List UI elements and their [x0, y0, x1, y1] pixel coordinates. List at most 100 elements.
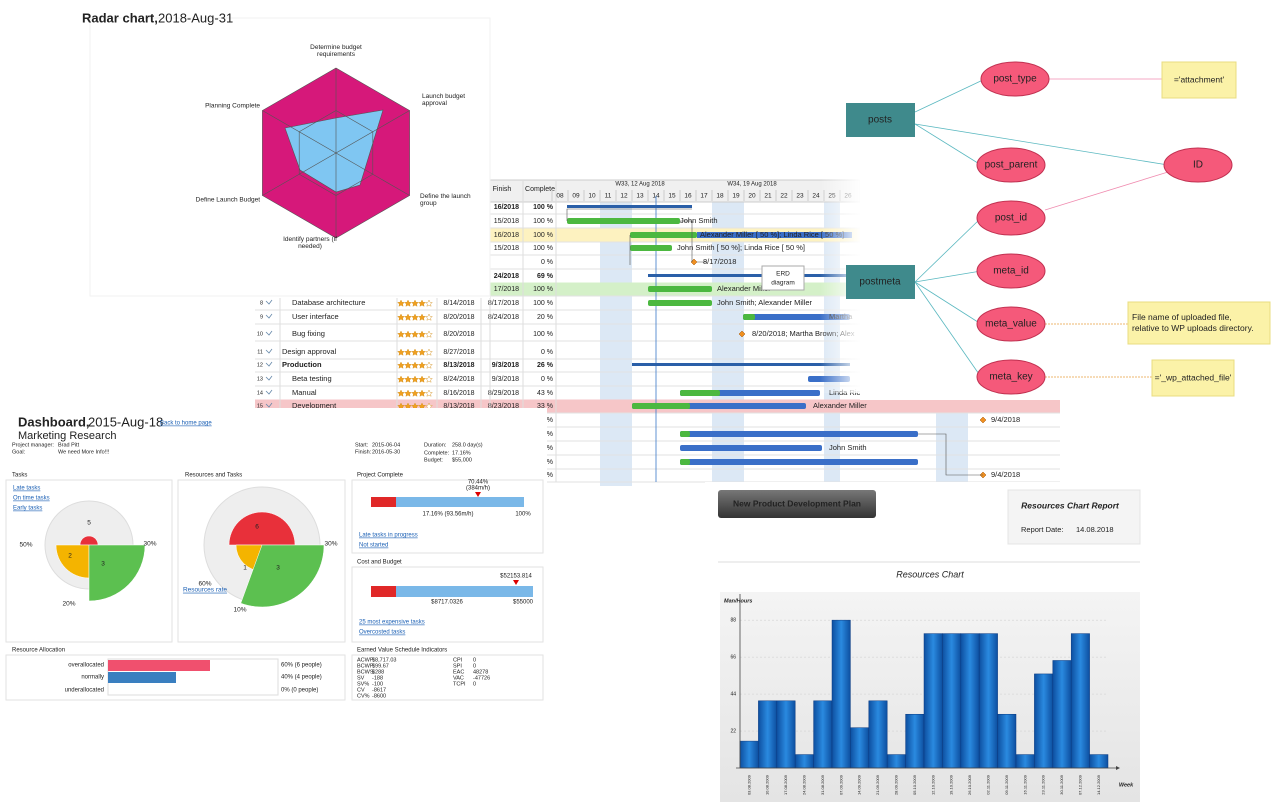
task-name: User interface — [292, 312, 339, 321]
bar — [1089, 754, 1109, 769]
info-label: Project manager: — [12, 442, 54, 448]
week-label: W33, 12 Aug 2018 — [615, 182, 665, 188]
note-text: ='_wp_attached_file' — [1155, 372, 1232, 382]
task-link[interactable]: Early tasks — [13, 506, 42, 512]
bar — [1052, 660, 1072, 769]
x-axis-label: Week — [1119, 782, 1134, 788]
day-label: 21 — [764, 193, 772, 200]
star — [411, 361, 419, 369]
x-tick-label: 07.12.2009 — [1077, 774, 1082, 795]
x-tick-label: 28.09.2009 — [893, 774, 898, 795]
radar-spoke — [262, 110, 337, 154]
field-name: post_parent — [985, 160, 1038, 171]
axis-arrow — [1116, 766, 1120, 770]
task-link[interactable]: Late tasks — [13, 486, 40, 492]
day-label: 22 — [780, 193, 788, 200]
info-value: $55,000 — [452, 457, 472, 463]
percent-complete: 0 % — [541, 376, 553, 383]
radar-axis-label: needed) — [298, 243, 322, 250]
finish-date: 9/3/2018 — [492, 362, 519, 369]
bar — [923, 633, 943, 769]
note-text: File name of uploaded file, — [1132, 312, 1232, 322]
task-bar — [680, 431, 918, 437]
progress-remaining — [396, 497, 524, 507]
report-link[interactable]: Not started — [359, 543, 388, 549]
summary-bar — [632, 363, 850, 366]
start-date: 8/27/2018 — [443, 349, 474, 356]
pie-label: 20% — [62, 601, 75, 608]
report-button — [718, 490, 876, 518]
task-progress — [632, 403, 690, 409]
task-bar — [697, 232, 852, 238]
progress-label: 70.44% — [468, 480, 489, 486]
row-number: 8 — [260, 300, 263, 306]
indicator-name: BCWP — [357, 663, 374, 669]
bar-label: Alexander Miller [ 50 %]; Linda Rice [ 5… — [700, 230, 844, 239]
table-name: postmeta — [859, 277, 901, 288]
report-link[interactable]: 25 most expensive tasks — [359, 620, 425, 626]
radar-spoke — [335, 152, 410, 196]
report-link[interactable]: Late tasks in progress — [359, 533, 418, 539]
pie-label: 30% — [143, 541, 156, 548]
indicator-value: -8617 — [372, 687, 386, 693]
erd-note — [1151, 359, 1235, 397]
row-number: 12 — [257, 362, 263, 368]
start-date: 8/16/2018 — [443, 390, 474, 397]
pie-label[interactable]: Resources rate — [183, 587, 227, 594]
x-tick-label: 17.08.2009 — [783, 774, 788, 795]
day-label: 23 — [796, 193, 804, 200]
x-tick-label: 21.09.2009 — [875, 774, 880, 795]
home-link[interactable]: Back to home page — [160, 421, 212, 427]
indicator-name: ACWP — [357, 657, 374, 663]
finish-date: 24/2018 — [494, 273, 519, 280]
star — [397, 375, 405, 383]
start-date: 8/24/2018 — [443, 376, 474, 383]
task-progress — [680, 431, 690, 437]
finish-date: 17/2018 — [494, 286, 519, 293]
task-link[interactable]: On time tasks — [13, 496, 50, 502]
day-label: 19 — [732, 193, 740, 200]
task-progress — [680, 459, 690, 465]
pie-label: 5 — [87, 520, 91, 527]
finish-date: 16/2018 — [494, 232, 519, 239]
star — [425, 389, 433, 397]
marker — [513, 580, 519, 585]
indicator-value: $8,717.03 — [372, 657, 396, 663]
finish-date: 16/2018 — [494, 204, 519, 211]
bar-label: 9/4/2018 — [991, 470, 1020, 479]
note-text: ='attachment' — [1174, 74, 1225, 84]
x-tick-label: 16.11.2009 — [1022, 774, 1027, 794]
radar-axis-label: Determine budget — [310, 44, 362, 51]
panel-box — [351, 566, 544, 643]
indicator-name: CV — [357, 687, 365, 693]
task-bar — [648, 286, 712, 292]
cost-label: $8717.0326 — [431, 600, 463, 606]
y-tick-label: 22 — [730, 728, 736, 734]
pie-wedge — [240, 544, 325, 608]
x-tick-label: 07.09.2009 — [838, 774, 843, 795]
x-tick-label: 05.10.2009 — [912, 774, 917, 795]
radar-axis-label: Identify partners (if — [283, 236, 337, 243]
star — [397, 389, 405, 397]
task-name: Database architecture — [292, 298, 365, 307]
row-number: 11 — [257, 349, 263, 355]
percent-complete: 43 % — [537, 390, 553, 397]
milestone — [979, 416, 987, 424]
report-link[interactable]: Overcosted tasks — [359, 630, 405, 636]
erd-table — [846, 265, 915, 299]
day-label: 18 — [716, 193, 724, 200]
field-name: post_id — [995, 213, 1027, 224]
cost-actual — [371, 586, 396, 597]
star — [397, 361, 405, 369]
star — [418, 375, 426, 383]
erd-link — [914, 281, 982, 378]
day-label: 12 — [620, 193, 628, 200]
indicator-value: -188 — [372, 675, 383, 681]
row-number: 10 — [257, 331, 263, 337]
task-bar — [630, 232, 697, 238]
star — [404, 299, 412, 307]
start-date: 8/13/2018 — [443, 362, 474, 369]
start-date: 8/14/2018 — [443, 300, 474, 307]
bar-label: John Smith — [680, 216, 718, 225]
